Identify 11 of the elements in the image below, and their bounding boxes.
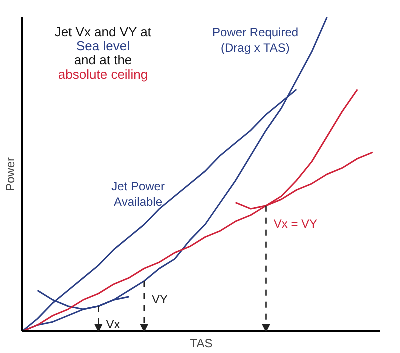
annotation: Jet Vx and VY at [54,24,152,40]
annotation: Vx = VY [274,217,318,232]
annotation: VY [152,292,168,306]
series-label: Jet Power Available [112,179,165,210]
annotation: Sea level [76,38,130,54]
annotation: absolute ceiling [58,66,148,82]
annotation: and at the [74,52,132,68]
annotation: Vx [106,318,120,332]
y-axis-title: Power [4,157,18,192]
x-axis-title: TAS [190,336,213,350]
series-label: Power Required (Drag x TAS) [212,25,299,56]
